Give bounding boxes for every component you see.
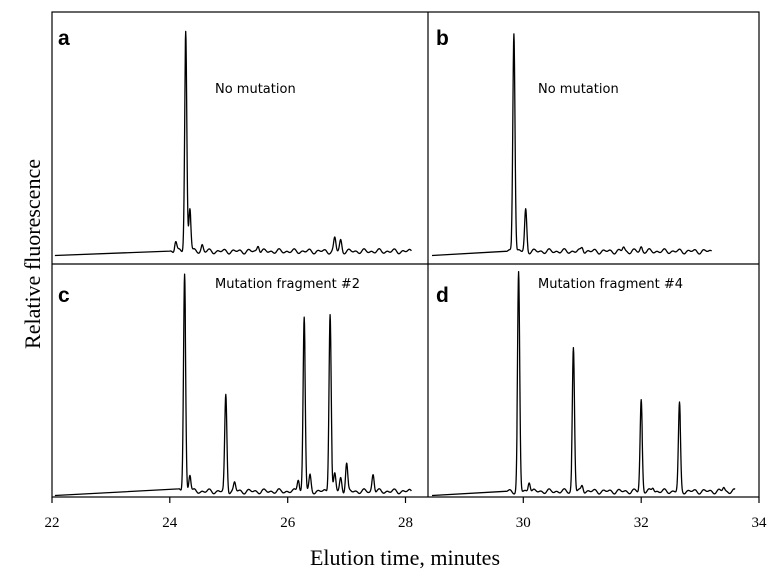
panel-label-c: c <box>58 284 70 307</box>
trace-panel-d <box>431 271 736 497</box>
panel-labels-group: a No mutation b No mutation c Mutation fragme… <box>58 27 683 307</box>
panel-label-a: a <box>58 27 70 50</box>
x-tick-label-24: 24 <box>162 515 178 531</box>
panel-label-d: d <box>436 284 449 307</box>
trace-panel-b <box>431 33 713 257</box>
x-tick-label-34: 34 <box>752 515 768 531</box>
x-axis-title: Elution time, minutes <box>310 545 500 570</box>
y-axis-title: Relative fluorescence <box>20 159 45 349</box>
panel-annotation-a: No mutation <box>215 82 296 97</box>
x-tick-label-30: 30 <box>516 515 531 531</box>
traces-group <box>54 30 736 497</box>
panel-annotation-d: Mutation fragment #4 <box>538 277 683 292</box>
x-tick-label-26: 26 <box>280 515 296 531</box>
trace-panel-a <box>54 30 412 257</box>
x-tick-label-22: 22 <box>45 515 60 531</box>
panel-annotation-b: No mutation <box>538 82 619 97</box>
x-axis-ticks-group: 22 24 26 28 30 32 34 <box>45 497 768 531</box>
panel-annotation-c: Mutation fragment #2 <box>215 277 360 292</box>
x-tick-label-32: 32 <box>634 515 649 531</box>
plot-frame <box>51 11 760 498</box>
panel-label-b: b <box>436 27 449 50</box>
x-tick-label-28: 28 <box>398 515 413 531</box>
trace-panel-c <box>54 273 412 497</box>
